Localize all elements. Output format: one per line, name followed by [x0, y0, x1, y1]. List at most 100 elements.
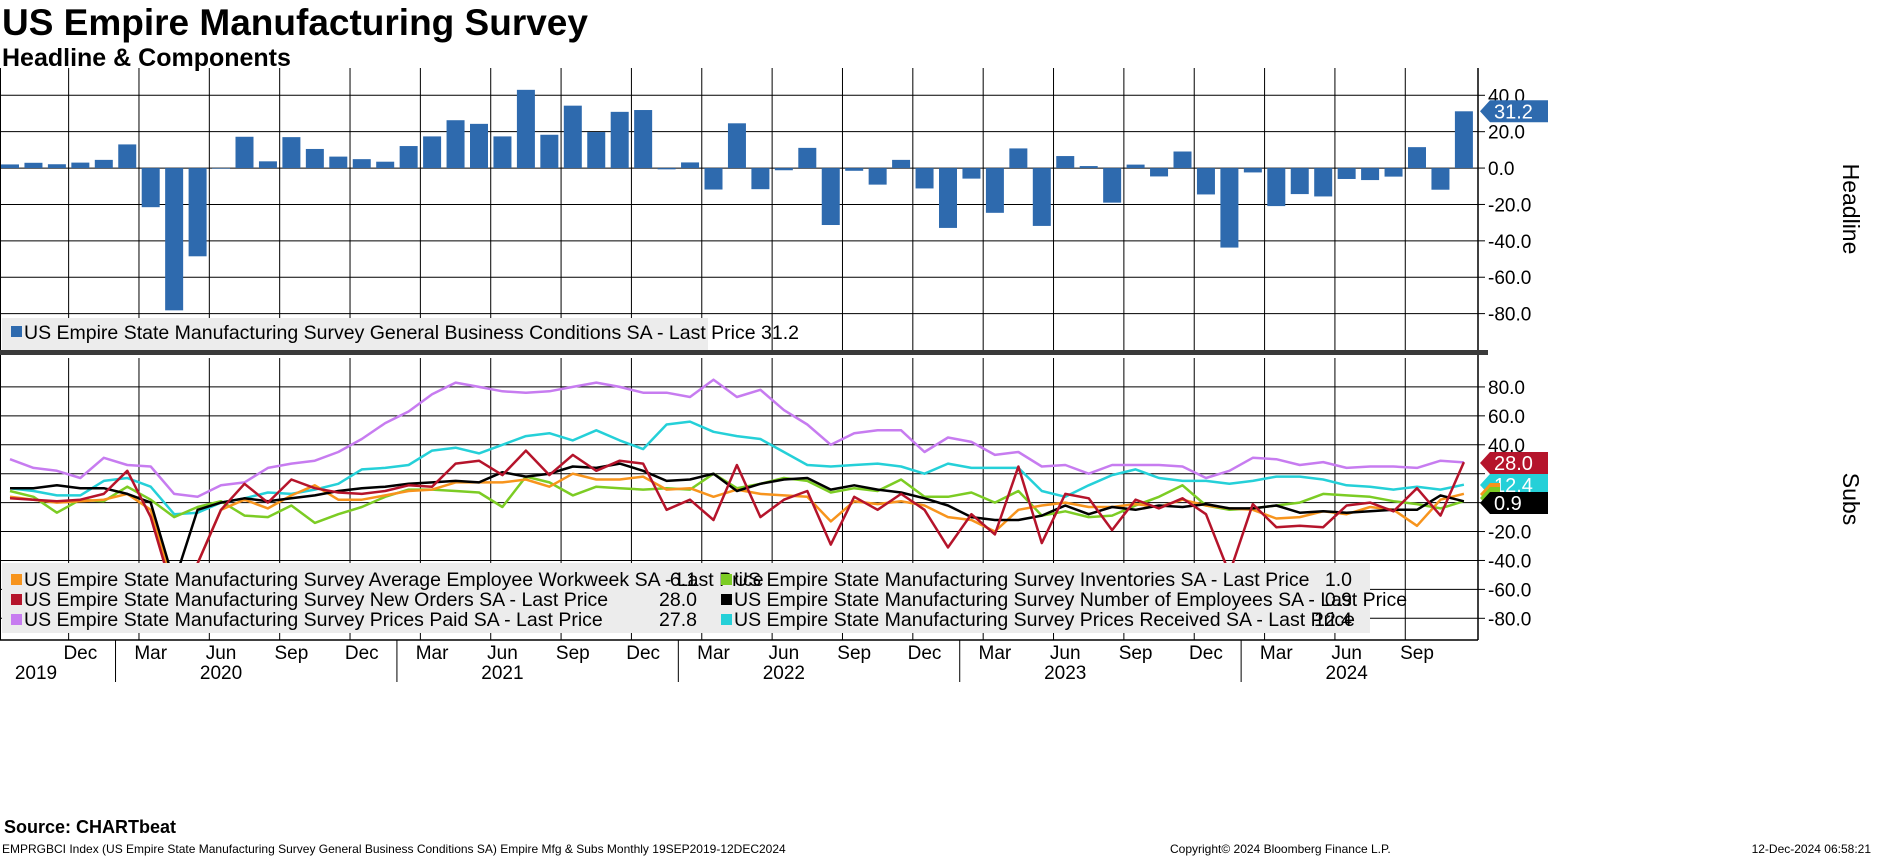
headline-bar: [1431, 168, 1450, 190]
chart-title: US Empire Manufacturing Survey: [2, 2, 588, 43]
headline-bar: [1384, 168, 1403, 177]
headline-bar: [915, 168, 934, 189]
series-line-employees: [10, 462, 1465, 584]
x-month-label: Dec: [345, 643, 379, 664]
headline-bar: [1032, 168, 1051, 226]
headline-bar: [704, 168, 723, 190]
legend-label: US Empire State Manufacturing Survey Num…: [734, 589, 1407, 611]
y-tick-label: 20.0: [1488, 123, 1525, 144]
headline-bar: [352, 159, 371, 169]
headline-bar: [24, 162, 43, 169]
headline-bar: [47, 164, 66, 169]
last-price-badge-label: 31.2: [1494, 101, 1533, 123]
legend-swatch: [721, 594, 732, 605]
headline-bar: [563, 105, 582, 169]
headline-bar: [1243, 168, 1262, 173]
x-month-label: Mar: [1260, 643, 1293, 664]
headline-bar: [470, 123, 488, 169]
chart-subtitle: Headline & Components: [2, 44, 291, 72]
x-year-label: 2021: [481, 663, 523, 684]
legend-swatch: [11, 574, 22, 585]
headline-bar: [1009, 148, 1028, 169]
x-year-label: 2020: [200, 663, 242, 684]
legend-label: US Empire State Manufacturing Survey Gen…: [24, 322, 799, 344]
y-axis-title: Headline: [1838, 164, 1864, 255]
footer-description: EMPRGBCI Index (US Empire State Manufact…: [2, 842, 786, 856]
legend-value: 12.4: [1314, 609, 1352, 631]
x-month-label: Sep: [1400, 643, 1434, 664]
headline-bar: [141, 168, 160, 208]
x-year-label: 2019: [15, 663, 57, 684]
x-year-label: 2024: [1326, 663, 1369, 684]
legend-label: US Empire State Manufacturing Survey Pri…: [24, 609, 603, 631]
y-tick-label: -60.0: [1488, 580, 1531, 601]
legend-swatch: [721, 574, 732, 585]
headline-bar: [751, 168, 770, 190]
legend-label: US Empire State Manufacturing Survey Pri…: [734, 609, 1355, 631]
headline-bar: [446, 120, 465, 169]
footer-copyright: Copyright© 2024 Bloomberg Finance L.P.: [1170, 842, 1391, 856]
legend-box: [2, 563, 1370, 633]
x-month-label: Mar: [416, 643, 449, 664]
x-month-label: Sep: [837, 643, 871, 664]
x-month-label: Jun: [206, 643, 237, 664]
x-month-label: Jun: [1050, 643, 1081, 664]
x-month-label: Sep: [556, 643, 590, 664]
legend-swatch: [11, 594, 22, 605]
legend-value: 1.0: [1325, 569, 1352, 591]
headline-bar: [962, 168, 981, 179]
legend-value: 0.9: [1325, 589, 1352, 611]
headline-bar: [423, 136, 442, 169]
last-price-badge-label: 12.4: [1494, 475, 1533, 497]
headline-bar: [1361, 168, 1380, 181]
headline-bar: [774, 168, 793, 171]
x-month-label: Sep: [1119, 643, 1153, 664]
headline-bar: [1150, 168, 1169, 177]
headline-bar: [305, 148, 324, 169]
headline-bar: [681, 162, 700, 169]
y-tick-label: -80.0: [1488, 305, 1531, 326]
headline-bar: [821, 168, 840, 226]
headline-bar: [845, 168, 864, 171]
x-month-label: Dec: [1189, 643, 1223, 664]
headline-bar: [493, 136, 512, 169]
headline-bar: [1103, 168, 1122, 203]
x-month-label: Jun: [487, 643, 518, 664]
legend-value: 6.1: [670, 569, 697, 591]
headline-bar: [1, 164, 19, 169]
headline-bar: [1408, 147, 1426, 169]
headline-bar: [212, 168, 231, 169]
x-year-label: 2022: [763, 663, 805, 684]
headline-bar: [235, 136, 254, 169]
headline-bar: [516, 89, 535, 169]
x-month-label: Mar: [697, 643, 730, 664]
headline-bar: [1173, 151, 1192, 169]
source-note: Source: CHARTbeat: [4, 817, 177, 837]
legend-value: 27.8: [659, 609, 697, 631]
series-line-new-orders: [9, 449, 1466, 598]
headline-bar: [868, 168, 887, 185]
y-tick-label: 40.0: [1488, 436, 1525, 457]
y-axis-title: Subs: [1838, 473, 1864, 525]
headline-bar: [1126, 164, 1145, 169]
y-tick-label: 60.0: [1488, 407, 1525, 428]
legend-label: US Empire State Manufacturing Survey New…: [24, 589, 608, 611]
headline-bar: [399, 146, 418, 169]
x-month-label: Jun: [1331, 643, 1362, 664]
x-month-label: Mar: [979, 643, 1012, 664]
headline-bar: [540, 134, 559, 169]
headline-bar: [587, 132, 606, 169]
headline-bar: [610, 111, 629, 169]
headline-bar: [1056, 156, 1075, 169]
legend-swatch: [721, 614, 732, 625]
headline-bar: [1220, 168, 1239, 248]
y-tick-label: -60.0: [1488, 268, 1531, 289]
y-tick-label: -80.0: [1488, 609, 1531, 630]
legend-box: [2, 318, 708, 350]
x-month-label: Dec: [63, 643, 97, 664]
legend-label: US Empire State Manufacturing Survey Inv…: [734, 569, 1310, 591]
series-line-prices-paid: [9, 378, 1464, 499]
panel-divider: [0, 350, 1488, 355]
x-month-label: Mar: [134, 643, 167, 664]
headline-bar: [727, 123, 746, 169]
